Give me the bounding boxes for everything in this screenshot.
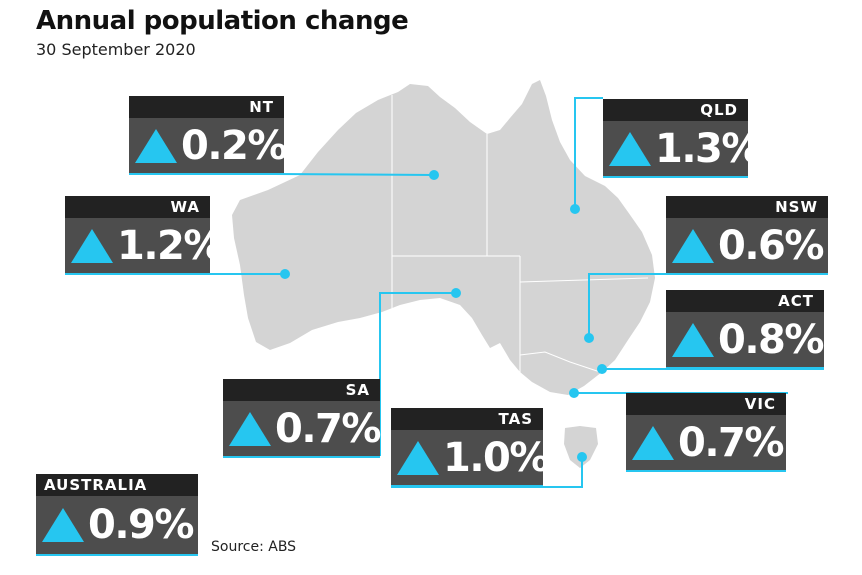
card-vic-label: VIC xyxy=(626,393,786,415)
marker-vic xyxy=(569,388,579,398)
card-nt-value: 0.2% xyxy=(181,122,287,169)
card-sa-label: SA xyxy=(223,379,380,401)
source-note: Source: ABS xyxy=(211,539,297,555)
card-nt-label: NT xyxy=(129,96,284,118)
card-act-value: 0.8% xyxy=(718,316,824,363)
up-triangle-icon xyxy=(632,425,674,460)
card-act: ACT 0.8% xyxy=(666,290,824,369)
leader-tas xyxy=(391,457,583,488)
marker-qld xyxy=(570,204,580,214)
marker-nsw xyxy=(584,333,594,343)
marker-wa xyxy=(280,269,290,279)
leader-sa xyxy=(379,292,456,456)
leader-nsw xyxy=(588,273,666,338)
up-triangle-icon xyxy=(609,131,651,166)
page-subtitle: 30 September 2020 xyxy=(36,40,196,59)
leader-qld xyxy=(574,97,603,209)
card-australia-value: 0.9% xyxy=(88,502,194,548)
marker-sa xyxy=(451,288,461,298)
card-vic: VIC 0.7% xyxy=(626,393,786,472)
mainland-shape xyxy=(232,80,655,395)
marker-act xyxy=(597,364,607,374)
card-vic-value: 0.7% xyxy=(678,419,784,466)
card-nsw-label: NSW xyxy=(666,196,828,218)
border-nsw-vic xyxy=(519,351,601,373)
border-qld-nsw xyxy=(519,277,649,283)
card-wa-value: 1.2% xyxy=(117,222,223,269)
card-wa-label: WA xyxy=(65,196,210,218)
card-nsw: NSW 0.6% xyxy=(666,196,828,275)
card-tas-label: TAS xyxy=(391,408,543,430)
card-qld-value: 1.3% xyxy=(655,125,761,172)
tasmania-shape xyxy=(564,426,598,468)
up-triangle-icon xyxy=(672,322,714,357)
up-triangle-icon xyxy=(135,128,177,163)
marker-tas xyxy=(577,452,587,462)
up-triangle-icon xyxy=(71,228,113,263)
up-triangle-icon xyxy=(397,440,439,475)
card-nt: NT 0.2% xyxy=(129,96,287,175)
card-australia: AUSTRALIA 0.9% xyxy=(36,474,198,556)
card-nsw-value: 0.6% xyxy=(718,222,824,269)
card-sa-value: 0.7% xyxy=(275,405,381,452)
card-tas: TAS 1.0% xyxy=(391,408,549,487)
up-triangle-icon xyxy=(672,228,714,263)
card-sa: SA 0.7% xyxy=(223,379,381,458)
card-qld-label: QLD xyxy=(603,99,748,121)
card-australia-label: AUSTRALIA xyxy=(36,474,198,496)
card-qld: QLD 1.3% xyxy=(603,99,761,178)
card-wa: WA 1.2% xyxy=(65,196,223,275)
card-act-label: ACT xyxy=(666,290,824,312)
marker-nt xyxy=(429,170,439,180)
up-triangle-icon xyxy=(42,508,84,542)
page-title: Annual population change xyxy=(36,6,409,36)
up-triangle-icon xyxy=(229,411,271,446)
card-tas-value: 1.0% xyxy=(443,434,549,481)
